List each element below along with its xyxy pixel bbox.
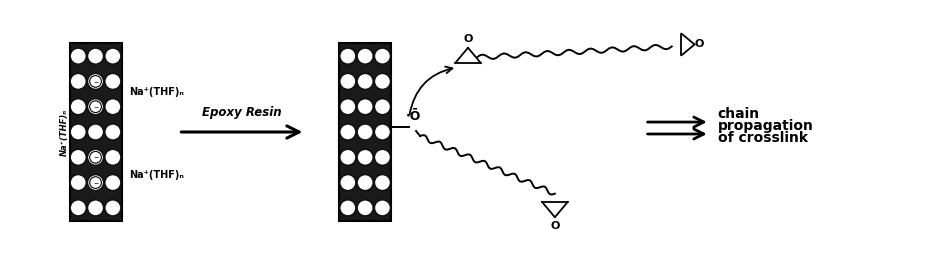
Circle shape <box>90 76 101 87</box>
Text: −: − <box>93 104 98 109</box>
Circle shape <box>339 98 356 115</box>
Text: −: − <box>93 155 98 160</box>
Text: Na⁺(THF)ₙ: Na⁺(THF)ₙ <box>129 170 184 180</box>
Circle shape <box>88 124 104 140</box>
Circle shape <box>339 175 356 191</box>
Text: O: O <box>694 39 703 49</box>
Text: propagation: propagation <box>716 119 813 133</box>
Circle shape <box>90 101 101 112</box>
Circle shape <box>339 48 356 64</box>
Text: of crosslink: of crosslink <box>716 131 807 145</box>
Circle shape <box>374 48 390 64</box>
Text: O: O <box>549 221 559 231</box>
Circle shape <box>70 124 86 140</box>
Circle shape <box>105 175 121 191</box>
Circle shape <box>339 73 356 89</box>
Circle shape <box>105 124 121 140</box>
Circle shape <box>90 177 101 188</box>
Circle shape <box>88 73 104 89</box>
Circle shape <box>339 149 356 166</box>
Circle shape <box>88 149 104 166</box>
Circle shape <box>105 149 121 166</box>
Circle shape <box>357 98 373 115</box>
Circle shape <box>88 48 104 64</box>
Bar <box>70 44 122 220</box>
Circle shape <box>70 98 86 115</box>
Text: ⋅Ō: ⋅Ō <box>405 110 420 123</box>
Circle shape <box>374 149 390 166</box>
Circle shape <box>374 175 390 191</box>
Circle shape <box>339 200 356 216</box>
Circle shape <box>357 200 373 216</box>
Circle shape <box>70 200 86 216</box>
Text: Na⁺(THF)ₙ: Na⁺(THF)ₙ <box>129 87 184 97</box>
Circle shape <box>357 149 373 166</box>
Circle shape <box>105 73 121 89</box>
Text: Na⁺(THF)ₙ: Na⁺(THF)ₙ <box>60 109 69 155</box>
Circle shape <box>105 48 121 64</box>
Circle shape <box>357 124 373 140</box>
Circle shape <box>90 152 101 163</box>
Circle shape <box>374 200 390 216</box>
Circle shape <box>70 149 86 166</box>
Circle shape <box>339 124 356 140</box>
Text: −: − <box>93 180 98 185</box>
Circle shape <box>88 98 104 115</box>
Circle shape <box>70 175 86 191</box>
Circle shape <box>105 200 121 216</box>
Circle shape <box>88 200 104 216</box>
Circle shape <box>374 98 390 115</box>
Circle shape <box>374 73 390 89</box>
Text: −: − <box>93 79 98 84</box>
Circle shape <box>70 73 86 89</box>
Circle shape <box>357 175 373 191</box>
Circle shape <box>88 175 104 191</box>
Circle shape <box>374 124 390 140</box>
Circle shape <box>357 48 373 64</box>
Circle shape <box>357 73 373 89</box>
Text: chain: chain <box>716 107 759 121</box>
Bar <box>339 44 391 220</box>
Text: Epoxy Resin: Epoxy Resin <box>202 106 281 119</box>
Circle shape <box>70 48 86 64</box>
Circle shape <box>105 98 121 115</box>
Text: O: O <box>463 34 472 44</box>
